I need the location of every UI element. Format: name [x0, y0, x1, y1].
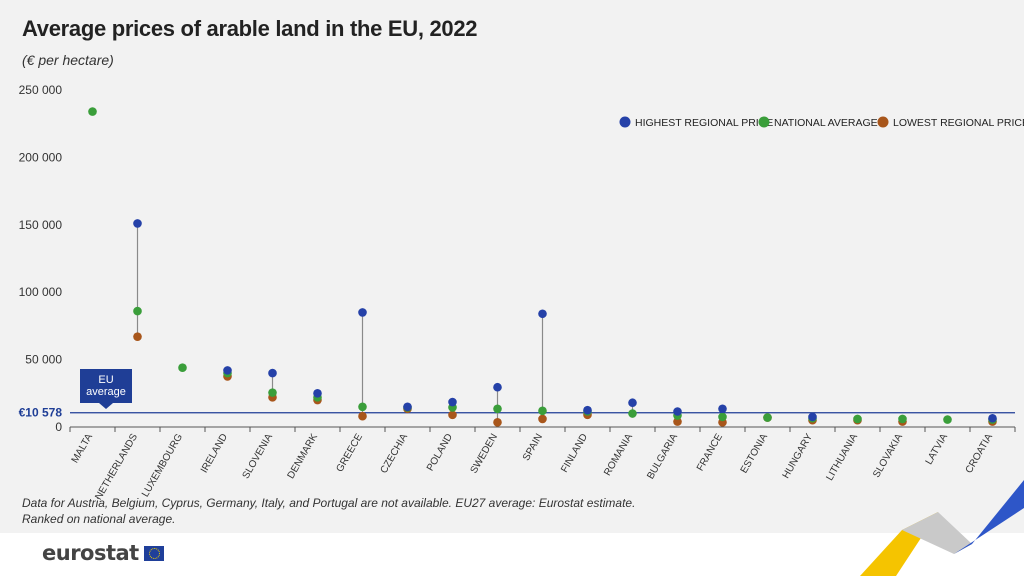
- x-tick-label: ROMANIA: [602, 432, 635, 478]
- data-point: [403, 402, 412, 412]
- data-point: [448, 397, 457, 407]
- data-point: [943, 415, 952, 424]
- data-point: [808, 412, 817, 422]
- x-tick-label: LUXEMBOURG: [140, 432, 185, 499]
- x-tick-label: LITHUANIA: [824, 432, 860, 483]
- data-point: [88, 107, 97, 116]
- eu-average-callout-box: [80, 369, 132, 403]
- data-point: [628, 409, 637, 418]
- y-tick-label: 0: [55, 420, 62, 434]
- y-tick-label: 250 000: [19, 83, 63, 97]
- data-point: [493, 417, 502, 427]
- x-tick-label: HUNGARY: [781, 432, 816, 481]
- data-point: [493, 404, 502, 414]
- x-tick-label: NETHERLANDS: [93, 432, 140, 500]
- y-tick-label: 100 000: [19, 285, 63, 299]
- eu-average-callout-text: EU average: [86, 374, 126, 398]
- data-point: [133, 332, 142, 341]
- data-point: [673, 417, 682, 426]
- data-point: [448, 410, 457, 420]
- x-tick-label: BULGARIA: [645, 432, 680, 482]
- range-stems: [136, 223, 994, 423]
- data-point: [133, 219, 142, 228]
- legend: HIGHEST REGIONAL PRICE NATIONAL AVERAGE LO…: [619, 116, 1024, 129]
- legend-label: LOWEST REGIONAL PRICE: [893, 117, 1024, 129]
- data-point: [898, 414, 907, 424]
- x-tick-label: FRANCE: [695, 432, 725, 473]
- data-point: [178, 363, 187, 372]
- y-tick-label: 200 000: [19, 150, 63, 164]
- x-tick-label: SLOVENIA: [241, 432, 276, 481]
- data-point: [493, 382, 502, 392]
- eu-average-reference: €10 578 EU average: [19, 369, 1015, 420]
- footnote-availability: Data for Austria, Belgium, Cyprus, Germa…: [22, 496, 636, 510]
- data-point: [268, 368, 277, 378]
- chart-title: Average prices of arable land in the EU,…: [22, 16, 478, 41]
- data-point: [358, 402, 367, 412]
- data-point: [718, 412, 727, 422]
- x-tick-label: ESTONIA: [739, 432, 771, 476]
- x-tick-label: POLAND: [425, 432, 455, 473]
- legend-marker: [619, 116, 631, 128]
- legend-label: NATIONAL AVERAGE: [774, 117, 878, 129]
- data-point: [583, 405, 592, 415]
- x-tick-label: LATVIA: [924, 432, 951, 467]
- data-points: [88, 107, 997, 427]
- x-tick-label: GREECE: [334, 432, 365, 474]
- legend-marker: [758, 116, 770, 128]
- eu-average-value-label: €10 578: [19, 406, 63, 420]
- data-point: [223, 366, 232, 375]
- logo-wordmark: eurostat: [42, 541, 139, 565]
- decorative-corner-graphic: [860, 480, 1024, 576]
- data-point: [538, 414, 547, 424]
- y-tick-label: 50 000: [25, 353, 62, 367]
- data-point: [853, 414, 862, 424]
- chart-subtitle: (€ per hectare): [22, 52, 114, 68]
- data-point: [538, 406, 547, 416]
- eurostat-logo[interactable]: eurostat: [42, 541, 164, 565]
- data-point: [268, 388, 277, 397]
- footnote-ranking: Ranked on national average.: [22, 512, 176, 526]
- data-point: [313, 389, 322, 398]
- dot-plot-chart: 0 50 000 100 000 150 000 200 000 250 000 MALT…: [19, 83, 1024, 500]
- x-tick-label: MALTA: [70, 432, 96, 465]
- x-tick-label: DENMARK: [286, 432, 321, 481]
- x-tick-label: IRELAND: [199, 432, 230, 475]
- y-axis: 0 50 000 100 000 150 000 200 000 250 000: [19, 83, 63, 434]
- x-tick-label: CROATIA: [964, 432, 996, 476]
- footer-band: [0, 533, 1024, 576]
- eu-average-callout-pointer: [99, 403, 113, 409]
- legend-marker: [877, 116, 889, 128]
- data-point: [358, 308, 367, 317]
- data-point: [358, 411, 367, 421]
- data-point: [628, 398, 637, 408]
- x-tick-label: SWEDEN: [469, 432, 500, 476]
- data-point: [538, 309, 547, 319]
- eu-flag-icon: [143, 545, 164, 561]
- x-tick-label: FINLAND: [559, 432, 590, 475]
- data-point: [988, 413, 997, 423]
- data-point: [673, 407, 682, 416]
- data-point: [718, 404, 727, 414]
- x-tick-label: CZECHIA: [379, 432, 411, 476]
- data-point: [133, 306, 142, 316]
- legend-label: HIGHEST REGIONAL PRICE: [635, 117, 773, 129]
- y-tick-label: 150 000: [19, 218, 63, 232]
- data-point: [763, 413, 772, 422]
- x-tick-label: SPAIN: [521, 432, 545, 463]
